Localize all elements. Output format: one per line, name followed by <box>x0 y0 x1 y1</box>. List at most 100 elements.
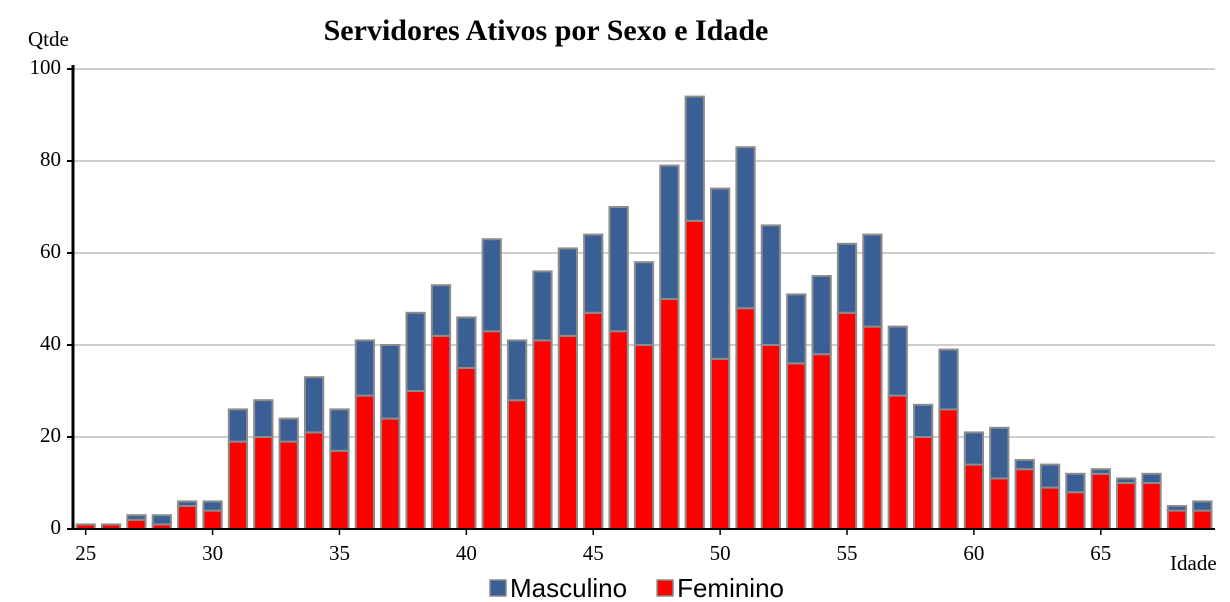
bar <box>633 261 655 347</box>
bar <box>354 339 375 397</box>
bar <box>430 284 452 337</box>
bar <box>481 238 502 333</box>
bar <box>303 431 325 530</box>
bar <box>532 270 553 342</box>
legend-swatch <box>656 579 674 597</box>
bar <box>1192 509 1213 531</box>
bar <box>303 376 325 434</box>
bar <box>913 403 934 438</box>
bar <box>659 298 680 530</box>
bar <box>633 344 655 530</box>
bar <box>532 339 553 530</box>
bar <box>1116 482 1137 530</box>
bar <box>227 440 249 531</box>
bar <box>481 330 502 531</box>
bar <box>354 394 375 530</box>
bar <box>583 311 604 530</box>
legend-label: Masculino <box>510 573 627 602</box>
bar <box>887 325 908 397</box>
x-tick-label: 25 <box>75 541 96 565</box>
bar <box>989 426 1010 480</box>
x-tick-label: 30 <box>202 541 223 565</box>
y-tick-label: 0 <box>51 515 62 539</box>
bar <box>1192 500 1213 512</box>
bar <box>405 311 426 392</box>
bar <box>760 224 782 346</box>
y-tick-label: 80 <box>40 147 61 171</box>
bar <box>1090 468 1111 475</box>
bar <box>456 367 477 530</box>
bar <box>380 344 401 420</box>
bar <box>557 247 579 337</box>
y-tick-label: 20 <box>40 423 61 447</box>
x-axis-label: Idade <box>1170 551 1217 575</box>
legend-label: Feminino <box>677 573 784 602</box>
bar <box>380 417 401 531</box>
x-tick-label: 50 <box>710 541 731 565</box>
bar <box>126 514 147 521</box>
bar <box>583 233 604 314</box>
bar <box>1014 468 1035 531</box>
bar <box>177 505 198 530</box>
bar <box>709 187 731 360</box>
bar <box>456 316 477 369</box>
bar <box>329 449 350 530</box>
bar <box>862 325 883 530</box>
bar <box>989 477 1010 530</box>
bar <box>126 518 147 530</box>
y-axis-label: Qtde <box>28 27 69 51</box>
bar <box>202 500 223 512</box>
bar <box>811 275 832 356</box>
bar <box>735 307 756 531</box>
bar <box>938 348 959 411</box>
bar <box>811 353 832 531</box>
bar <box>278 417 299 443</box>
x-tick-label: 55 <box>837 541 858 565</box>
bar <box>1039 463 1061 489</box>
bar <box>786 362 807 530</box>
bar <box>938 408 959 530</box>
bar <box>786 293 807 365</box>
chart-title: Servidores Ativos por Sexo e Idade <box>324 14 769 47</box>
bar <box>836 242 858 314</box>
bar <box>1090 472 1111 530</box>
bar <box>253 399 274 439</box>
bar <box>963 463 985 531</box>
bar <box>1014 459 1035 471</box>
x-tick-label: 40 <box>456 541 477 565</box>
bar <box>227 408 249 443</box>
bar <box>659 164 680 300</box>
bar <box>709 357 731 530</box>
bar <box>1065 491 1086 531</box>
bar <box>253 436 274 530</box>
bar <box>887 394 908 530</box>
bar <box>1116 477 1137 484</box>
x-tick-label: 35 <box>329 541 350 565</box>
bar <box>405 390 426 530</box>
bar <box>684 95 705 222</box>
bar <box>1166 505 1188 512</box>
y-tick-label: 40 <box>40 331 61 355</box>
bar <box>177 500 198 507</box>
bar <box>760 344 782 530</box>
bar <box>608 206 629 333</box>
bar <box>862 233 883 328</box>
x-tick-label: 45 <box>583 541 604 565</box>
bar <box>963 431 985 466</box>
bar <box>430 334 452 530</box>
bar <box>506 339 528 402</box>
bar <box>836 311 858 530</box>
bar <box>1141 472 1162 484</box>
bar <box>1065 472 1086 494</box>
bar <box>329 408 350 452</box>
x-tick-label: 65 <box>1090 541 1111 565</box>
bar <box>1166 509 1188 531</box>
bar <box>151 514 172 526</box>
legend-swatch <box>489 579 507 597</box>
y-tick-label: 60 <box>40 239 61 263</box>
bar <box>1039 486 1061 531</box>
x-tick-label: 60 <box>963 541 984 565</box>
bar <box>913 436 934 530</box>
bar <box>608 330 629 531</box>
